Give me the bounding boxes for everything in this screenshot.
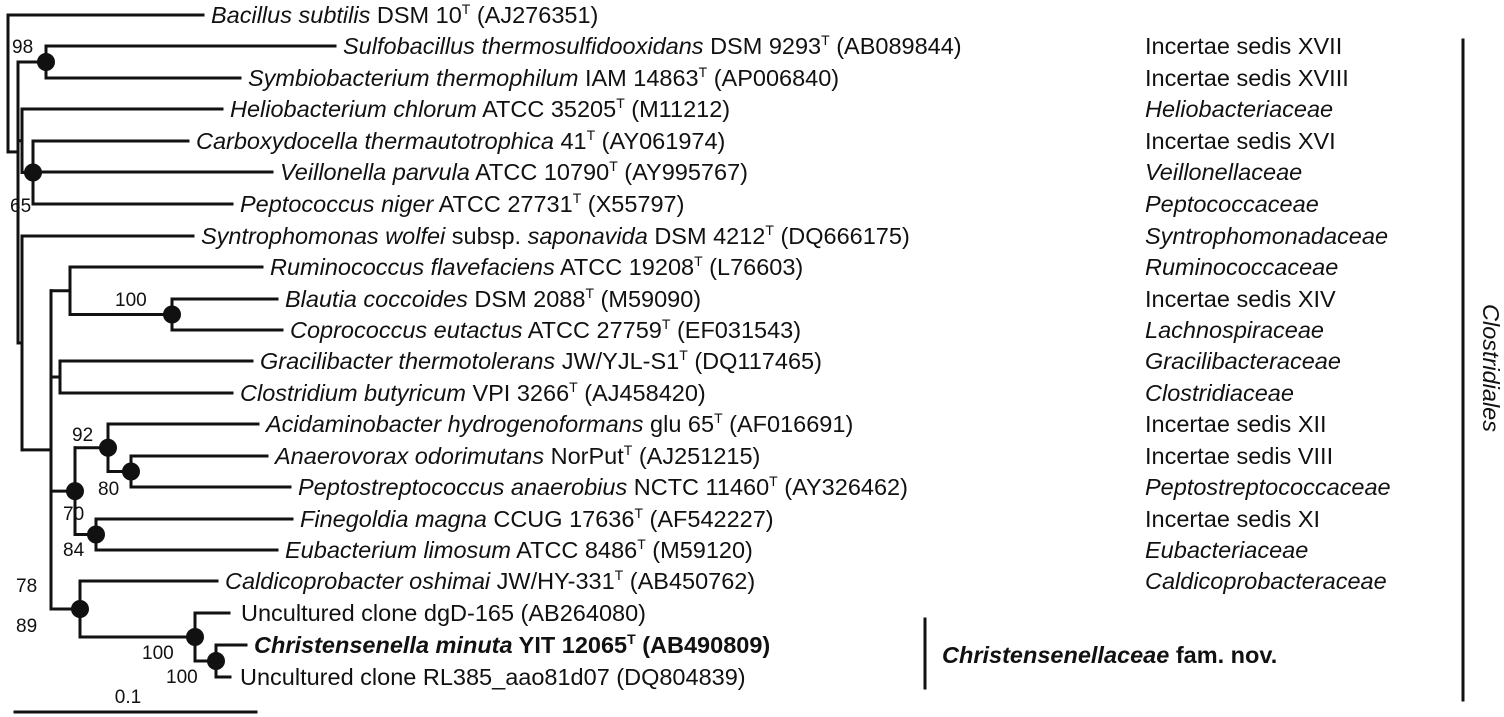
family-label-copro: Lachnospiraceae	[1145, 317, 1324, 343]
family-label-symb: Incertae sedis XVIII	[1145, 65, 1349, 91]
taxon-label-helio: Heliobacterium chlorum ATCC 35205T (M112…	[230, 95, 730, 122]
bootstrap-b70: 70	[63, 504, 84, 525]
taxon-label-rl385: Uncultured clone RL385_aao81d07 (DQ80483…	[240, 664, 746, 690]
bootstrap-b92: 92	[72, 425, 93, 446]
taxon-label-syntro: Syntrophomonas wolfei subsp. saponavida …	[201, 222, 910, 249]
family-label-pepto: Peptococcaceae	[1145, 191, 1319, 217]
bootstrap-b89: 89	[16, 616, 37, 637]
family-label-rumino: Ruminococcaceae	[1145, 254, 1338, 280]
family-label-anaero: Incertae sedis VIII	[1145, 443, 1333, 469]
taxon-label-pepto: Peptococcus niger ATCC 27731T (X55797)	[240, 190, 684, 217]
taxon-label-dgd: Uncultured clone dgD-165 (AB264080)	[241, 600, 646, 626]
family-label-acida: Incertae sedis XII	[1145, 411, 1327, 437]
scale-bar-label: 0.1	[115, 687, 141, 708]
node-dot-n70	[66, 482, 84, 501]
node-dot-n89	[71, 600, 89, 618]
family-label-sulfo: Incertae sedis XVII	[1145, 33, 1342, 59]
christensenellaceae-label: Christensenellaceae fam. nov.	[942, 642, 1277, 668]
clostridiales-label: Clostridiales	[1478, 304, 1504, 432]
family-label-blautia: Incertae sedis XIV	[1145, 286, 1336, 312]
taxon-label-caldi: Caldicoprobacter oshimai JW/HY-331T (AB4…	[225, 567, 755, 594]
bootstrap-b84: 84	[63, 540, 85, 561]
family-label-carbo: Incertae sedis XVI	[1145, 128, 1336, 154]
bootstrap-b78: 78	[16, 576, 37, 597]
taxon-label-blautia: Blautia coccoides DSM 2088T (M59090)	[285, 285, 701, 312]
family-label-helio: Heliobacteriaceae	[1145, 96, 1333, 122]
taxon-label-graci: Gracilibacter thermotolerans JW/YJL-S1T …	[260, 347, 822, 374]
node-dot-n84	[87, 525, 105, 544]
taxon-label-copro: Coprococcus eutactus ATCC 27759T (EF0315…	[290, 316, 801, 343]
bootstrap-b98: 98	[12, 37, 33, 58]
tree-nodes	[24, 53, 225, 670]
node-dot-n92	[99, 438, 117, 457]
bootstrap-b100c: 100	[166, 667, 198, 688]
family-label-graci: Gracilibacteraceae	[1145, 348, 1341, 374]
taxon-label-anaero: Anaerovorax odorimutans NorPutT (AJ25121…	[273, 442, 760, 469]
family-label-caldi: Caldicoprobacteraceae	[1145, 568, 1387, 594]
family-labels: Incertae sedis XVII Incertae sedis XVIII H…	[1145, 33, 1391, 594]
taxon-label-eubac: Eubacterium limosum ATCC 8486T (M59120)	[285, 536, 753, 563]
family-label-veil: Veillonellaceae	[1145, 159, 1302, 185]
taxon-label-veil: Veillonella parvula ATCC 10790T (AY99576…	[280, 158, 748, 185]
bootstrap-b65: 65	[10, 196, 31, 217]
node-dot-n100c	[207, 652, 225, 670]
taxon-label-sulfo: Sulfobacillus thermosulfidooxidans DSM 9…	[343, 32, 962, 59]
node-dot-n100b	[186, 628, 204, 646]
family-label-syntro: Syntrophomonadaceae	[1145, 223, 1388, 249]
taxon-label-symb: Symbiobacterium thermophilum IAM 14863T …	[248, 64, 839, 91]
node-dot-n65	[24, 163, 42, 182]
node-dot-n80	[122, 462, 140, 481]
taxon-label-carbo: Carboxydocella thermautotrophica 41T (AY…	[196, 127, 725, 154]
family-label-clost: Clostridiaceae	[1145, 380, 1294, 406]
bootstrap-b80: 80	[98, 479, 119, 500]
taxon-label-rumino: Ruminococcus flavefaciens ATCC 19208T (L…	[270, 253, 803, 280]
family-label-eubac: Eubacteriaceae	[1145, 537, 1308, 563]
node-dot-n98	[37, 53, 55, 71]
taxon-labels: Bacillus subtilis DSM 10T (AJ276351) Sulf…	[196, 1, 962, 690]
bootstrap-b100b: 100	[142, 643, 174, 664]
taxon-label-clost: Clostridium butyricum VPI 3266T (AJ45842…	[240, 379, 706, 406]
taxon-label-peptostr: Peptostreptococcus anaerobius NCTC 11460…	[298, 473, 908, 500]
taxon-label-acida: Acidaminobacter hydrogenoformans glu 65T…	[264, 410, 853, 437]
family-label-peptostr: Peptostreptococcaceae	[1145, 474, 1391, 500]
taxon-label-bsub: Bacillus subtilis DSM 10T (AJ276351)	[211, 1, 598, 28]
bootstrap-values: 98 65 100 92 80 70 84 78 89 100 100	[10, 37, 198, 688]
node-dot-n100a	[163, 305, 181, 324]
taxon-label-chris: Christensenella minuta YIT 12065T (AB490…	[254, 631, 770, 658]
family-label-fine: Incertae sedis XI	[1145, 506, 1320, 532]
bootstrap-b100a: 100	[115, 290, 147, 311]
taxon-label-fine: Finegoldia magna CCUG 17636T (AF542227)	[300, 505, 774, 532]
